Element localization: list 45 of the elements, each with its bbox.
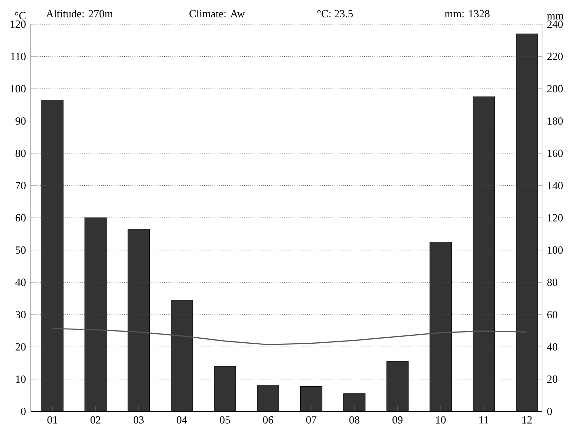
text: mm: 1328	[445, 10, 490, 18]
x-tick-label: 12	[522, 416, 532, 424]
x-tick-label: 05	[220, 416, 230, 424]
x-tick-label: 06	[263, 416, 274, 424]
x-tick-label: 04	[177, 416, 188, 424]
text: Climate: Aw	[190, 10, 246, 18]
y2-tick-label: 160	[548, 150, 564, 158]
x-tick-label: 10	[436, 416, 446, 424]
y-axis-title: °C	[15, 12, 26, 20]
y2-tick-label: 100	[548, 246, 564, 254]
y-tick-label: 50	[16, 246, 26, 254]
text: Altitude: 270m	[46, 10, 114, 18]
y-tick-label: 30	[16, 311, 26, 319]
y2-axis-title: mm	[547, 14, 564, 20]
y-tick-label: 20	[16, 344, 26, 351]
y2-tick-label: 240	[548, 20, 564, 28]
text: °C: 23.5	[318, 10, 354, 18]
y2-tick-label: 60	[548, 311, 558, 319]
y2-tick-label: 180	[548, 118, 564, 126]
y2-tick-label: 200	[548, 85, 564, 93]
y2-tick-label: 20	[548, 376, 558, 384]
y-tick-label: 120	[10, 20, 26, 28]
y2-tick-label: 140	[548, 182, 564, 190]
y-tick-label: 0	[21, 408, 26, 416]
x-tick-label: 02	[90, 416, 101, 424]
y-tick-label: 70	[16, 182, 26, 190]
y2-tick-label: 120	[548, 214, 564, 222]
y-tick-label: 10	[16, 376, 26, 384]
y-tick-label: 40	[16, 279, 26, 286]
line-series	[52, 328, 528, 346]
y-tick-label: 80	[16, 150, 26, 158]
x-tick-label: 03	[134, 416, 144, 424]
y2-tick-label: 40	[547, 344, 558, 351]
x-tick-label: 08	[350, 416, 360, 424]
x-tick-label: 01	[48, 416, 58, 424]
x-tick-label: 07	[306, 416, 317, 424]
y-tick-label: 90	[16, 118, 26, 126]
y-tick-label: 60	[16, 214, 26, 222]
x-tick-label: 11	[480, 416, 489, 424]
x-tick-label: 09	[392, 416, 403, 424]
y2-tick-label: 220	[548, 53, 564, 60]
y2-tick-label: 0	[547, 408, 552, 416]
y-tick-label: 110	[11, 53, 26, 60]
y2-tick-label: 80	[547, 279, 558, 286]
y-tick-label: 100	[10, 85, 26, 93]
